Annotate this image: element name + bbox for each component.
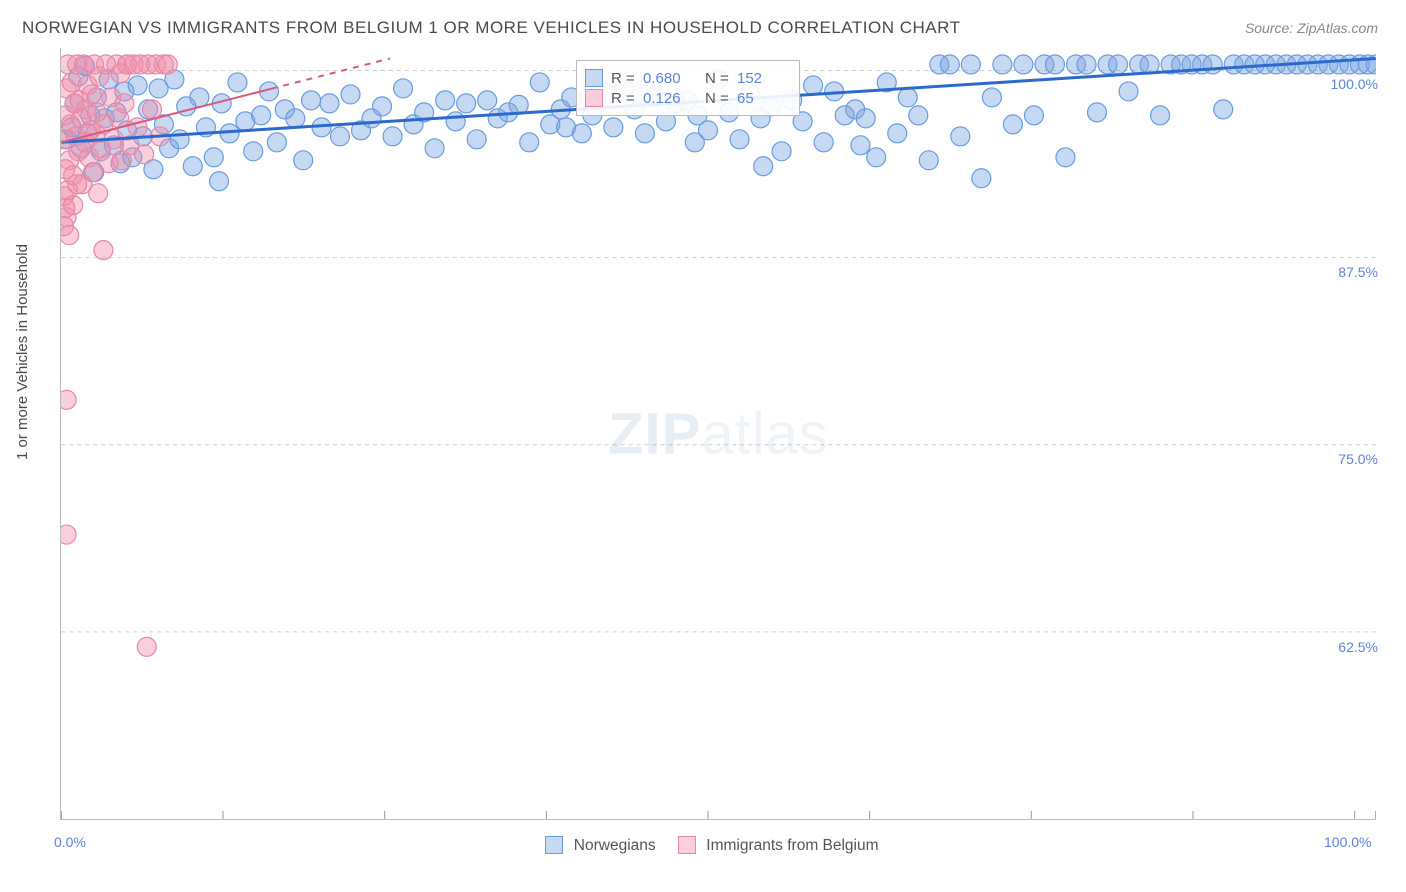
n-label: N =	[705, 90, 729, 107]
x-tick-label: 0.0%	[54, 834, 86, 850]
r-value-belgium: 0.126	[643, 90, 697, 107]
n-value-norwegians: 152	[737, 70, 791, 87]
y-tick-label: 100.0%	[1331, 76, 1378, 92]
n-label: N =	[705, 70, 729, 87]
chart-container: NORWEGIAN VS IMMIGRANTS FROM BELGIUM 1 O…	[0, 0, 1406, 892]
legend-swatch-belgium	[678, 836, 696, 854]
legend-swatch-norwegians	[545, 836, 563, 854]
series-legend: Norwegians Immigrants from Belgium	[0, 836, 1406, 856]
y-tick-label: 87.5%	[1338, 264, 1378, 280]
chart-title: NORWEGIAN VS IMMIGRANTS FROM BELGIUM 1 O…	[22, 18, 960, 38]
swatch-belgium	[585, 89, 603, 107]
stats-row-belgium: R = 0.126 N = 65	[585, 89, 791, 107]
stats-row-norwegians: R = 0.680 N = 152	[585, 69, 791, 87]
r-value-norwegians: 0.680	[643, 70, 697, 87]
x-tick-label: 100.0%	[1324, 834, 1371, 850]
y-tick-label: 62.5%	[1338, 639, 1378, 655]
scatter-plot-svg	[61, 48, 1376, 819]
legend-label-norwegians: Norwegians	[574, 837, 656, 854]
n-value-belgium: 65	[737, 90, 791, 107]
source-attribution: Source: ZipAtlas.com	[1245, 20, 1378, 36]
y-tick-label: 75.0%	[1338, 451, 1378, 467]
r-label: R =	[611, 90, 635, 107]
swatch-norwegians	[585, 69, 603, 87]
stats-legend: R = 0.680 N = 152 R = 0.126 N = 65	[576, 60, 800, 116]
r-label: R =	[611, 70, 635, 87]
plot-area: ZIPatlas	[60, 48, 1376, 820]
legend-label-belgium: Immigrants from Belgium	[706, 837, 878, 854]
y-axis-label: 1 or more Vehicles in Household	[14, 244, 31, 460]
